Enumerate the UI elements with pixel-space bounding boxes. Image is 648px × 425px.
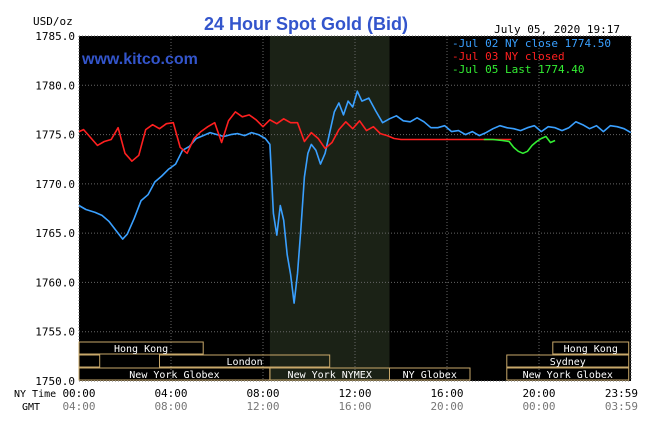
x-tick-ny-6: 23:59	[605, 387, 638, 400]
session-label-8: New York Globex	[523, 370, 613, 381]
x-tick-gmt-6: 03:59	[605, 400, 638, 413]
legend: -Jul 02 NY close 1774.50-Jul 03 NY close…	[452, 37, 611, 76]
x-axis: NY TimeGMT00:0004:0004:0008:0008:0012:00…	[14, 387, 638, 413]
session-box-1	[552, 341, 630, 355]
y-tick-label-7: 1750.0	[35, 375, 75, 388]
grid	[78, 35, 632, 382]
series-line-2	[483, 135, 556, 155]
nymex-shaded-region	[269, 36, 390, 381]
y-tick-label-5: 1760.0	[35, 276, 75, 289]
x-tick-gmt-4: 20:00	[430, 400, 463, 413]
timestamp: July 05, 2020 19:17	[494, 23, 620, 36]
session-label-0: Hong Kong	[114, 344, 168, 355]
session-label-3: London	[227, 357, 263, 368]
x-tick-gmt-2: 12:00	[246, 400, 279, 413]
x-row-label-gmt: GMT	[22, 402, 40, 413]
session-label-4: Sydney	[550, 357, 586, 368]
y-axis: 1785.0 1780.0 1775.0 1770.0 1765.0 1760.0 1755…	[35, 30, 75, 388]
y-tick-label-1: 1780.0	[35, 79, 75, 92]
x-tick-ny-2: 08:00	[246, 387, 279, 400]
session-label-6: New York NYMEX	[288, 370, 372, 381]
legend-item-2: -Jul 05 Last 1774.40	[452, 63, 584, 76]
session-box-0	[78, 341, 204, 355]
session-box-2	[78, 354, 101, 368]
x-tick-gmt-5: 00:00	[522, 400, 555, 413]
session-box-8	[506, 367, 630, 381]
session-label-1: Hong Kong	[564, 344, 618, 355]
session-box-4	[506, 354, 630, 368]
y-tick-label-0: 1785.0	[35, 30, 75, 43]
x-tick-ny-0: 00:00	[62, 387, 95, 400]
legend-item-1: -Jul 03 NY closed	[452, 50, 565, 63]
session-box-3	[159, 354, 331, 368]
x-tick-gmt-0: 04:00	[62, 400, 95, 413]
y-tick-label-4: 1765.0	[35, 227, 75, 240]
session-label-7: NY Globex	[403, 370, 457, 381]
x-tick-ny-5: 20:00	[522, 387, 555, 400]
y-tick-label-6: 1755.0	[35, 326, 75, 339]
x-row-label-ny: NY Time	[14, 389, 56, 400]
session-label-5: New York Globex	[129, 370, 219, 381]
watermark: www.kitco.com	[81, 51, 198, 68]
unit-label: USD/oz	[33, 15, 73, 28]
legend-item-0: -Jul 02 NY close 1774.50	[452, 37, 611, 50]
session-box-7	[389, 367, 471, 381]
series-line-1	[78, 111, 512, 162]
x-tick-gmt-3: 16:00	[338, 400, 371, 413]
y-tick-label-2: 1775.0	[35, 129, 75, 142]
market-sessions: Hong Kong Hong Kong London Sydney New York G…	[78, 341, 630, 381]
x-tick-ny-4: 16:00	[430, 387, 463, 400]
x-tick-ny-3: 12:00	[338, 387, 371, 400]
y-tick-label-3: 1770.0	[35, 178, 75, 191]
chart-title: 24 Hour Spot Gold (Bid)	[204, 14, 408, 34]
series-lines	[78, 90, 632, 304]
x-tick-gmt-1: 08:00	[154, 400, 187, 413]
x-tick-ny-1: 04:00	[154, 387, 187, 400]
